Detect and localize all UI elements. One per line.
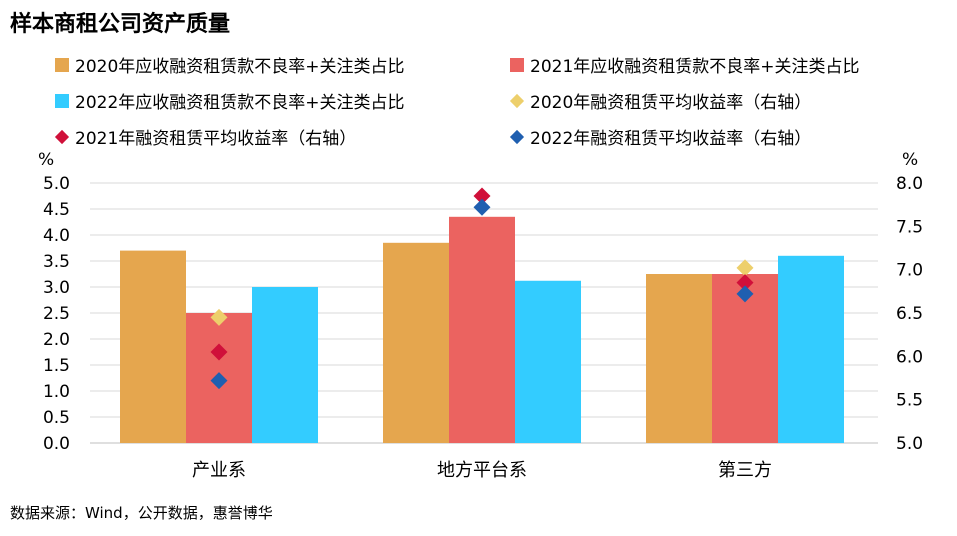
x-category-label: 第三方 xyxy=(718,460,772,481)
y-right-tick-label: 5.0 xyxy=(896,434,923,454)
bar xyxy=(778,255,844,443)
y-left-tick-label: 4.0 xyxy=(43,226,70,246)
y-left-tick-label: 1.0 xyxy=(43,382,70,402)
bar xyxy=(449,216,515,443)
y-right-tick-label: 6.5 xyxy=(896,304,923,324)
source-note: 数据来源：Wind，公开数据，惠誉博华 xyxy=(10,504,273,522)
y-left-tick-label: 0.5 xyxy=(43,408,70,428)
y-left-tick-label: 3.0 xyxy=(43,278,70,298)
bar xyxy=(252,287,318,443)
y-left-tick-label: 0.0 xyxy=(43,434,70,454)
marker-point xyxy=(210,308,228,326)
y-left-tick-label: 4.5 xyxy=(43,200,70,220)
legend-label: 2020年应收融资租赁款不良率+关注类占比 xyxy=(75,57,405,77)
y-right-tick-label: 6.0 xyxy=(896,347,923,367)
legend-label: 2021年融资租赁平均收益率（右轴） xyxy=(75,129,357,149)
x-category-label: 产业系 xyxy=(192,460,246,481)
bar xyxy=(646,274,712,443)
marker-point xyxy=(473,187,491,205)
legend-item: 2021年应收融资租赁款不良率+关注类占比 xyxy=(510,52,860,77)
legend-swatch xyxy=(55,93,69,108)
legend-item: 2021年融资租赁平均收益率（右轴） xyxy=(54,124,357,149)
y-left-tick-label: 3.5 xyxy=(43,252,70,272)
bar xyxy=(120,250,186,443)
marker-point xyxy=(210,343,228,361)
chart-title: 样本商租公司资产质量 xyxy=(10,12,231,37)
y-left-tick-label: 2.0 xyxy=(43,330,70,350)
marker-point xyxy=(736,274,754,292)
legend-item: 2022年应收融资租赁款不良率+关注类占比 xyxy=(55,88,405,113)
marker-point xyxy=(736,259,754,277)
y-right-tick-label: 8.0 xyxy=(896,174,923,194)
legend-item: 2020年融资租赁平均收益率（右轴） xyxy=(509,88,812,113)
bar xyxy=(515,280,581,443)
marker-point xyxy=(736,285,754,303)
legend-item: 2020年应收融资租赁款不良率+关注类占比 xyxy=(55,52,405,77)
y-right-tick-label: 7.5 xyxy=(896,217,923,237)
y-left-tick-label: 1.5 xyxy=(43,356,70,376)
legend-item: 2022年融资租赁平均收益率（右轴） xyxy=(509,124,812,149)
legend-label: 2020年融资租赁平均收益率（右轴） xyxy=(530,93,812,113)
y-right-tick-label: 5.5 xyxy=(896,391,923,411)
y-left-unit: % xyxy=(38,150,54,170)
legend-label: 2022年应收融资租赁款不良率+关注类占比 xyxy=(75,93,405,113)
chart-plot: 0.0 0.5 1.0 1.5 2.0 2.5 3.0 3.5 4.0 4.5 5.0 5.0 5.5 6… xyxy=(38,150,923,481)
legend-label: 2022年融资租赁平均收益率（右轴） xyxy=(530,129,812,149)
legend-label: 2021年应收融资租赁款不良率+关注类占比 xyxy=(530,57,860,77)
y-left-tick-label: 2.5 xyxy=(43,304,70,324)
x-category-label: 地方平台系 xyxy=(437,460,527,481)
y-right-tick-label: 7.0 xyxy=(896,261,923,281)
y-left-tick-label: 5.0 xyxy=(43,174,70,194)
legend-swatch xyxy=(55,57,69,72)
marker-point xyxy=(473,198,491,216)
legend-swatch xyxy=(510,57,524,72)
marker-point xyxy=(210,372,228,390)
bar xyxy=(383,242,449,443)
y-right-unit: % xyxy=(902,150,918,170)
